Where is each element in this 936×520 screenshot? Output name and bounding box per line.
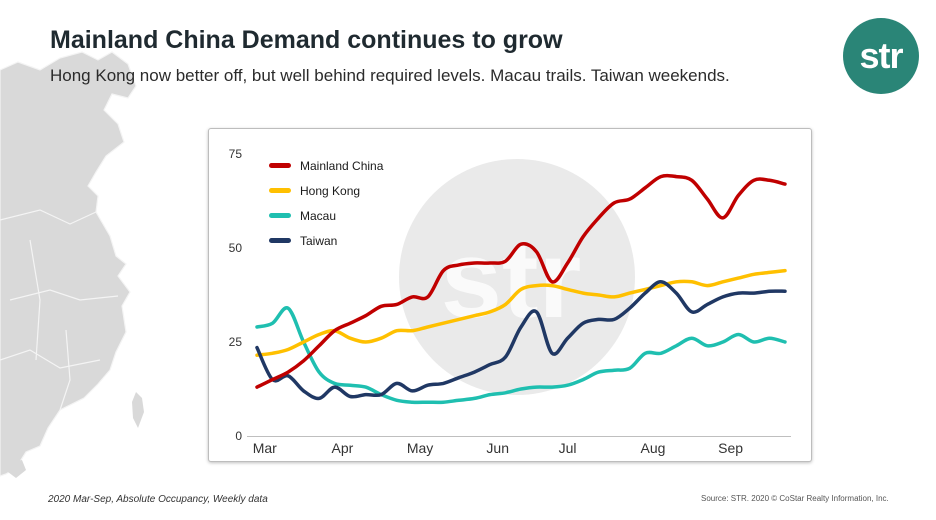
series-line-mainland-china (255, 173, 787, 389)
legend-label: Macau (300, 208, 337, 223)
series-line-taiwan (255, 280, 787, 401)
legend-item-hong-kong: Hong Kong (269, 178, 383, 203)
y-tick-label: 75 (229, 147, 243, 161)
occupancy-line-chart: str 0 25 50 75 Mar Apr May Jun Jul Aug Sep (229, 147, 791, 456)
legend-label: Hong Kong (300, 183, 361, 198)
page-subtitle: Hong Kong now better off, but well behin… (50, 66, 730, 85)
hainan-island-shape (8, 460, 26, 478)
page-title: Mainland China Demand continues to grow (50, 26, 563, 54)
watermark: str (399, 159, 635, 395)
y-tick-label: 50 (229, 241, 243, 255)
legend-swatch (269, 188, 291, 193)
legend-item-taiwan: Taiwan (269, 228, 383, 253)
series-line-macau (255, 306, 787, 405)
x-tick-label: Mar (253, 440, 277, 456)
china-map-region-lines (0, 209, 119, 411)
x-tick-label: Jun (486, 440, 509, 456)
y-tick-label: 25 (229, 335, 243, 349)
x-tick-label: May (407, 440, 433, 456)
legend-item-macau: Macau (269, 203, 383, 228)
map-background (0, 51, 144, 478)
chart-card: str 0 25 50 75 Mar Apr May Jun Jul Aug Sep Mainlan… (208, 128, 812, 462)
legend-swatch (269, 163, 291, 168)
x-tick-label: Aug (641, 440, 666, 456)
china-map-shape (0, 51, 137, 477)
chart-legend: Mainland China Hong Kong Macau Taiwan (269, 153, 383, 253)
x-tick-label: Apr (332, 440, 354, 456)
y-tick-label: 0 (235, 429, 242, 443)
x-tick-label: Jul (559, 440, 577, 456)
watermark-text: str (441, 218, 582, 341)
legend-swatch (269, 238, 291, 243)
legend-item-mainland-china: Mainland China (269, 153, 383, 178)
taiwan-island-shape (132, 392, 144, 428)
legend-label: Mainland China (300, 158, 384, 173)
legend-label: Taiwan (300, 233, 338, 248)
series-line-hong-kong (255, 268, 787, 357)
footer-source: Source: STR. 2020 © CoStar Realty Inform… (701, 494, 889, 503)
footer-note: 2020 Mar-Sep, Absolute Occupancy, Weekly… (48, 494, 268, 505)
legend-swatch (269, 213, 291, 218)
watermark-circle (399, 159, 635, 395)
x-tick-label: Sep (718, 440, 743, 456)
str-logo: str (843, 18, 919, 94)
